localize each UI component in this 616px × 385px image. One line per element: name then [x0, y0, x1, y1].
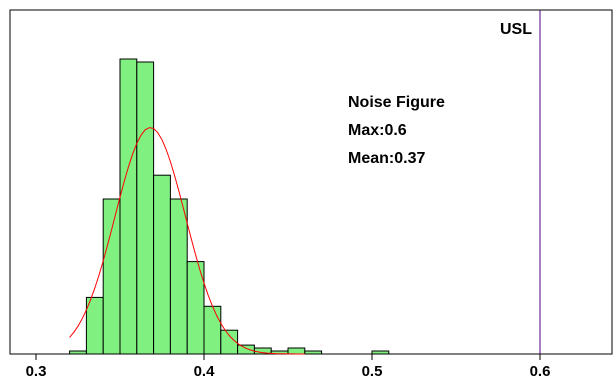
x-axis: 0.3 0.4 0.5 0.6 — [26, 354, 551, 380]
histogram-bar — [203, 305, 222, 355]
histogram-bar — [287, 347, 306, 355]
histogram-bar — [220, 329, 239, 355]
bars-layer — [69, 58, 390, 355]
annotation-title: Noise Figure — [348, 94, 445, 111]
histogram-bar — [69, 350, 87, 355]
x-tick-label: 0.4 — [194, 363, 216, 380]
annotation-max: Max:0.6 — [348, 122, 407, 139]
x-tick-label: 0.6 — [530, 363, 551, 380]
histogram-bar — [304, 350, 323, 355]
limit-layer: USL — [500, 10, 541, 354]
histogram-bar — [169, 198, 188, 355]
histogram-bar — [102, 198, 121, 355]
histogram-bar — [153, 174, 171, 355]
x-tick-label: 0.3 — [26, 363, 47, 380]
usl-label: USL — [500, 21, 532, 38]
fit-curve-layer — [69, 127, 305, 355]
normal-fit-curve — [69, 127, 305, 355]
x-tick-label: 0.5 — [362, 363, 383, 380]
histogram-bar — [119, 58, 138, 355]
histogram-bar — [371, 350, 390, 355]
histogram-bar — [136, 61, 155, 355]
histogram-bar — [85, 296, 104, 355]
annotation-block: Noise Figure Max:0.6 Mean:0.37 — [348, 94, 445, 167]
annotation-mean: Mean:0.37 — [348, 150, 425, 167]
histogram-bar — [237, 344, 255, 355]
